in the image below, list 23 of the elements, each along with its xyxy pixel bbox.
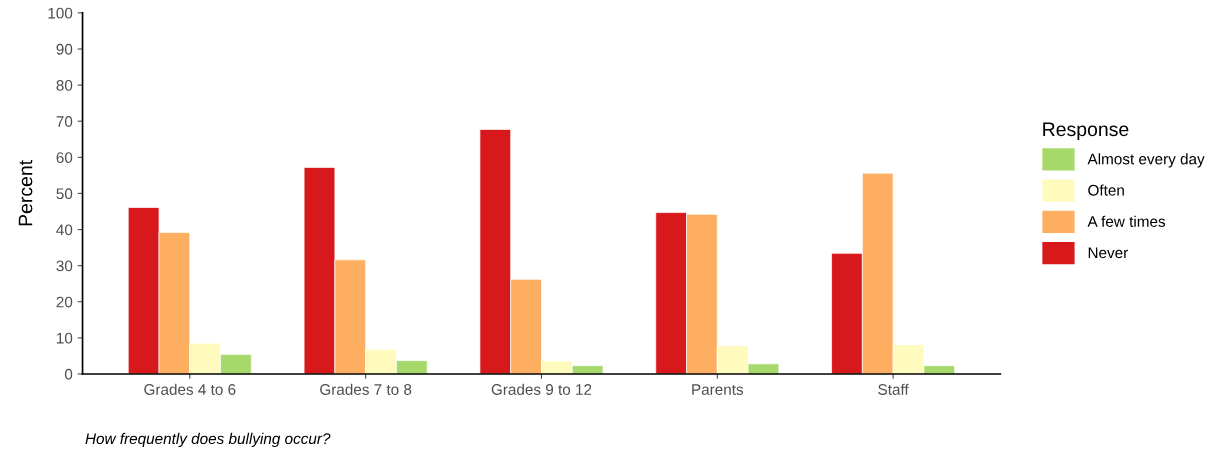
legend-label: Often: [1088, 184, 1124, 196]
y-tick-label: 40: [56, 224, 73, 236]
y-tick-label: 90: [56, 43, 73, 55]
x-tick-label: Grades 4 to 6: [144, 383, 236, 395]
y-axis-title: Percent: [18, 160, 33, 226]
y-tick-label: 70: [56, 116, 73, 127]
y-tick-label: 0: [64, 368, 73, 380]
y-tick-label: 100: [48, 7, 73, 19]
legend-label: Never: [1088, 247, 1128, 259]
x-tick-label: Grades 7 to 8: [320, 383, 412, 395]
x-tick-label: Grades 9 to 12: [491, 383, 592, 395]
y-tick-label: 80: [56, 79, 73, 91]
y-tick-label: 30: [56, 260, 73, 272]
y-tick-label: 60: [56, 152, 73, 164]
x-tick-label: Staff: [878, 383, 909, 395]
y-tick-label: 10: [56, 332, 73, 344]
legend-label: Almost every day: [1087, 153, 1205, 168]
y-tick-label: 20: [56, 296, 73, 308]
text: How frequently does bullying occur?: [85, 432, 331, 448]
y-tick-label: 50: [56, 188, 73, 200]
legend-label: A few times: [1087, 215, 1166, 227]
legend-title: Response: [1043, 122, 1129, 141]
x-tick-label: Parents: [692, 384, 744, 395]
